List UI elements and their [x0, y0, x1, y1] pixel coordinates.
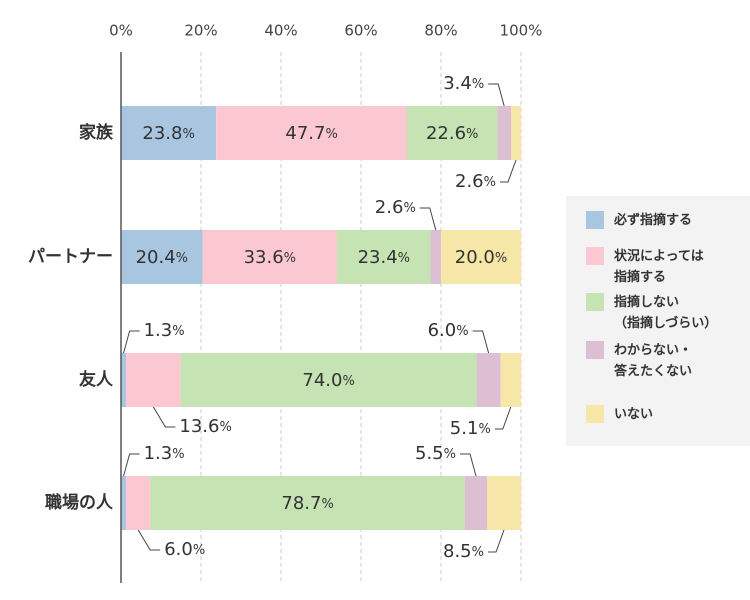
data-label: 6.0%: [164, 539, 205, 560]
data-label: 1.3%: [144, 443, 185, 464]
bar-segment: [430, 230, 441, 284]
data-label: 20.0%: [455, 247, 507, 268]
legend-item: わからない・ 答えたくない: [586, 340, 692, 382]
callout-line: [494, 406, 512, 430]
x-tick-label: 80%: [424, 22, 457, 40]
data-label: 22.6%: [426, 123, 478, 144]
x-tick-label: 20%: [184, 22, 217, 40]
bar-segment: [216, 106, 407, 160]
bar-segment: [126, 353, 181, 407]
callout-line: [419, 207, 437, 231]
category-label: パートナー: [28, 247, 113, 267]
bar-segment: [337, 230, 431, 284]
legend-label: 状況によっては 指摘する: [614, 249, 704, 285]
bar-segment: [500, 353, 521, 407]
data-label: 5.5%: [415, 443, 456, 464]
legend-item: 指摘しない （指摘しづらい）: [586, 292, 717, 334]
legend-label: 必ず指摘する: [614, 213, 693, 228]
bar-segment: [126, 476, 151, 530]
data-label: 2.6%: [455, 171, 496, 192]
legend-item: 必ず指摘する: [586, 210, 692, 231]
data-label: 20.4%: [136, 247, 188, 268]
bar-segment: [497, 106, 511, 160]
data-label: 23.8%: [142, 123, 194, 144]
x-tick-label: 0%: [109, 22, 133, 40]
bar-segment: [150, 476, 465, 530]
legend-item: いない: [586, 404, 653, 425]
callout-line: [123, 453, 140, 477]
bar-segment: [465, 476, 487, 530]
callout-line: [488, 529, 505, 553]
data-label: 1.3%: [144, 320, 185, 341]
x-tick-label: 60%: [344, 22, 377, 40]
bar-segment: [487, 476, 521, 530]
bar-segment: [441, 230, 521, 284]
legend-item: 状況によっては 指摘する: [586, 246, 704, 288]
callout-line: [472, 330, 490, 354]
chart-legend: 必ず指摘する状況によっては 指摘する 指摘しない （指摘しづらい） わからない・ 答…: [566, 196, 750, 446]
legend-label: 指摘しない （指摘しづらい）: [614, 295, 718, 331]
callout-line: [460, 453, 477, 477]
bar-segment: [121, 353, 127, 407]
callout-line: [137, 529, 161, 551]
data-label: 23.4%: [358, 247, 410, 268]
callout-line: [152, 406, 176, 428]
category-label: 友人: [79, 369, 114, 390]
bar-segment: [511, 106, 521, 160]
legend-swatch: [586, 405, 604, 423]
data-label: 6.0%: [428, 320, 469, 341]
callout-line: [123, 330, 140, 354]
data-label: 8.5%: [443, 541, 484, 562]
callout-line: [500, 159, 517, 183]
data-label: 74.0%: [302, 370, 354, 391]
data-label: 2.6%: [375, 197, 416, 218]
bar-segment: [180, 353, 477, 407]
data-label: 47.7%: [285, 123, 337, 144]
category-label: 家族: [79, 122, 114, 143]
x-tick-label: 100%: [500, 22, 543, 40]
legend-swatch: [586, 211, 604, 229]
legend-label: わからない・ 答えたくない: [614, 343, 693, 379]
data-label: 5.1%: [450, 418, 491, 439]
data-label: 13.6%: [179, 416, 231, 437]
bar-segment: [121, 476, 127, 530]
legend-swatch: [586, 247, 604, 265]
data-label: 3.4%: [443, 73, 484, 94]
legend-swatch: [586, 341, 604, 359]
x-tick-label: 40%: [264, 22, 297, 40]
bar-segment: [121, 230, 203, 284]
bar-segment: [407, 106, 498, 160]
callout-line: [488, 83, 505, 107]
bar-segment: [202, 230, 337, 284]
data-label: 33.6%: [244, 247, 296, 268]
legend-swatch: [586, 293, 604, 311]
bar-segment: [476, 353, 501, 407]
bar-segment: [121, 106, 217, 160]
data-label: 78.7%: [281, 493, 333, 514]
category-label: 職場の人: [45, 492, 114, 513]
legend-label: いない: [614, 407, 654, 422]
